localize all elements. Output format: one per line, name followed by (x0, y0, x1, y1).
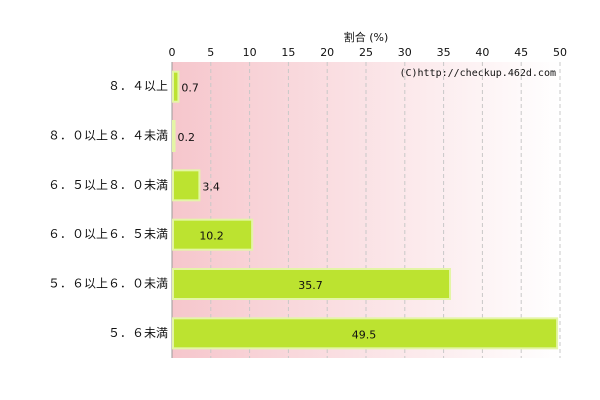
x-tick-label: 30 (398, 46, 412, 59)
bar (172, 317, 559, 350)
y-tick-label: ５．６以上６．０未満 (48, 277, 168, 291)
x-tick-label: 5 (207, 46, 214, 59)
y-tick-label: ５．６未満 (108, 326, 168, 340)
annotation: (C)http://checkup.462d.com (399, 68, 556, 79)
bar (172, 70, 180, 103)
bar (172, 268, 452, 300)
x-tick-label: 50 (553, 46, 567, 59)
x-tick-label: 25 (359, 46, 373, 59)
y-tick-label: ８．４以上 (108, 79, 168, 93)
x-tick-label: 20 (320, 46, 334, 59)
y-tick-label: ６．０以上６．５未満 (48, 227, 168, 241)
data-label: 0.2 (178, 131, 196, 144)
x-tick-label: 45 (514, 46, 528, 59)
x-tick-label: 35 (437, 46, 451, 59)
data-label: 0.7 (181, 82, 199, 95)
x-axis-label: 割合 (%) (344, 30, 389, 44)
data-label: 10.2 (199, 230, 224, 243)
data-label: 3.4 (202, 180, 220, 193)
data-label: 35.7 (298, 279, 323, 292)
y-tick-label: ６．５以上８．０未満 (48, 178, 168, 192)
x-tick-label: 0 (169, 46, 176, 59)
data-label: 49.5 (352, 328, 377, 341)
y-tick-label: ８．０以上８．４未満 (48, 129, 168, 143)
x-tick-label: 40 (475, 46, 489, 59)
x-tick-label: 15 (281, 46, 295, 59)
bar (172, 120, 176, 152)
bar (172, 218, 254, 251)
bar (172, 169, 201, 202)
x-tick-label: 10 (243, 46, 257, 59)
